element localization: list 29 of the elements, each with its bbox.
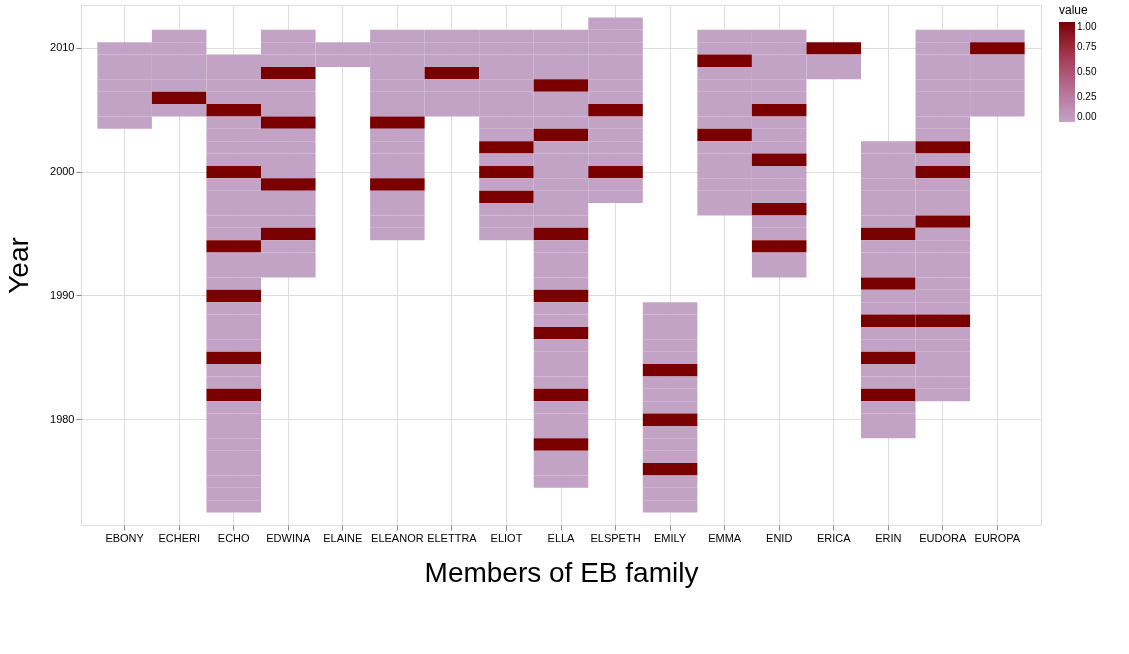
x-tick-label: ELAINE <box>323 531 363 544</box>
x-tick-label: ELEANOR <box>371 531 424 544</box>
x-tick-label: EMILY <box>653 531 687 544</box>
y-axis-title: Year <box>3 237 35 294</box>
x-tick-label: EUROPA <box>974 531 1021 544</box>
y-tick-label: 2000 <box>50 165 75 178</box>
color-bar-label: 1.00 <box>1077 21 1097 32</box>
x-tick-label: EMMA <box>708 531 742 544</box>
y-tick-label: 2010 <box>50 41 75 54</box>
x-tick-label: ECHO <box>217 531 251 544</box>
x-axis-title: Members of EB family <box>424 556 699 588</box>
x-tick-label: EDWINA <box>266 531 311 544</box>
x-tick-label: ERIN <box>875 531 902 544</box>
x-tick-label: EBONY <box>105 531 145 544</box>
x-tick-label: EUDORA <box>919 531 968 544</box>
color-bar-label: 0.50 <box>1077 66 1097 77</box>
color-bar-label: 0.75 <box>1077 41 1097 52</box>
legend-title: value <box>1059 3 1089 17</box>
x-tick-label: ECHERI <box>158 531 200 544</box>
x-tick-label: ELLA <box>547 531 576 544</box>
x-tick-label: ELETTRA <box>427 531 478 544</box>
y-tick-label: 1990 <box>50 288 75 301</box>
color-bar-label: 0.25 <box>1077 91 1097 102</box>
x-tick-label: ERICA <box>816 531 852 544</box>
y-tick-label: 1980 <box>50 412 75 425</box>
x-tick-label: ENID <box>766 531 793 544</box>
color-bar-label: 0.00 <box>1077 111 1097 122</box>
x-tick-label: ELSPETH <box>590 531 641 544</box>
x-tick-label: ELIOT <box>490 531 523 544</box>
